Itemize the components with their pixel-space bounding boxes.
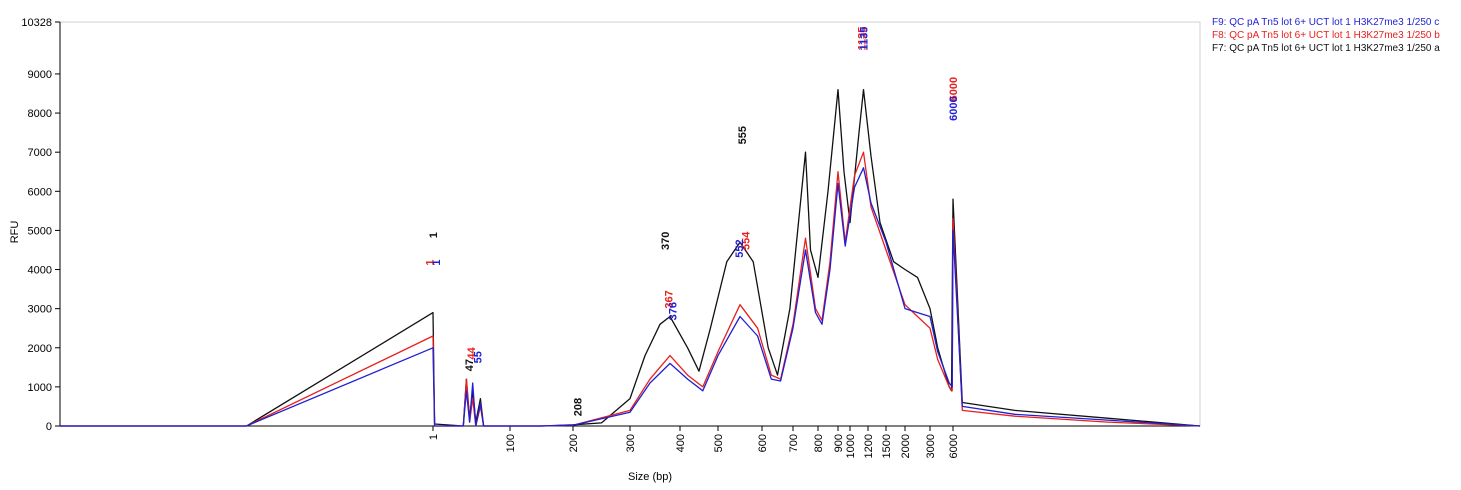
y-tick-label: 3000	[28, 304, 52, 316]
x-tick-label: 1500	[881, 434, 893, 458]
x-tick-label: 300	[625, 434, 637, 452]
x-tick-label: 200	[568, 434, 580, 452]
x-tick-label: 100	[505, 434, 517, 452]
plot-frame	[59, 21, 1201, 427]
peak-label: 47	[464, 359, 476, 371]
series-line	[60, 151, 1201, 427]
series-line	[60, 88, 1201, 427]
peak-label: 55	[472, 351, 484, 363]
legend-entry: F8: QC pA Tn5 lot 6+ UCT lot 1 H3K27me3 …	[1212, 30, 1440, 41]
x-tick-label: 3000	[925, 434, 937, 458]
x-tick-label: 900	[833, 434, 845, 452]
peak-label: 552	[734, 239, 746, 257]
y-tick-label: 0	[46, 421, 52, 433]
x-tick-label: 6000	[948, 434, 960, 458]
x-tick-label: 2000	[900, 434, 912, 458]
peak-label: 1	[424, 259, 436, 265]
x-tick-label: 1200	[863, 434, 875, 458]
legend-entry: F7: QC pA Tn5 lot 6+ UCT lot 1 H3K27me3 …	[1212, 43, 1440, 54]
peak-label: 555	[737, 126, 749, 144]
peak-label: 6000	[948, 96, 960, 120]
peak-label: 208	[573, 398, 585, 416]
y-tick-label: 2000	[28, 343, 52, 355]
x-tick-label: 1	[428, 434, 440, 440]
x-tick-label: 800	[813, 434, 825, 452]
peak-label: 1135	[857, 27, 869, 51]
peak-label: 367	[664, 290, 676, 308]
y-tick-label: 10328	[21, 17, 52, 29]
peak-label: 376	[668, 302, 680, 320]
x-tick-label: 700	[788, 434, 800, 452]
peak-label: 1	[428, 232, 440, 238]
y-tick-label: 6000	[28, 186, 52, 198]
y-axis-label: RFU	[9, 221, 21, 244]
y-tick-label: 9000	[28, 69, 52, 81]
x-tick-label: 600	[757, 434, 769, 452]
peak-label: 554	[740, 231, 752, 250]
peak-label: 1	[431, 259, 443, 265]
x-tick-label: 400	[675, 434, 687, 452]
series-line	[60, 167, 1201, 427]
peak-label: 370	[660, 232, 672, 250]
peak-label: 1135	[859, 27, 871, 51]
x-tick-label: 500	[713, 434, 725, 452]
legend-entry: F9: QC pA Tn5 lot 6+ UCT lot 1 H3K27me3 …	[1212, 17, 1439, 28]
y-tick-label: 5000	[28, 225, 52, 237]
peak-label: 44	[466, 346, 478, 359]
x-axis-label: Size (bp)	[628, 471, 672, 483]
y-tick-label: 7000	[28, 147, 52, 159]
y-tick-label: 8000	[28, 108, 52, 120]
peak-label: 6000	[948, 77, 960, 101]
y-tick-label: 1000	[28, 382, 52, 394]
y-tick-label: 4000	[28, 265, 52, 277]
x-tick-label: 1000	[845, 434, 857, 458]
